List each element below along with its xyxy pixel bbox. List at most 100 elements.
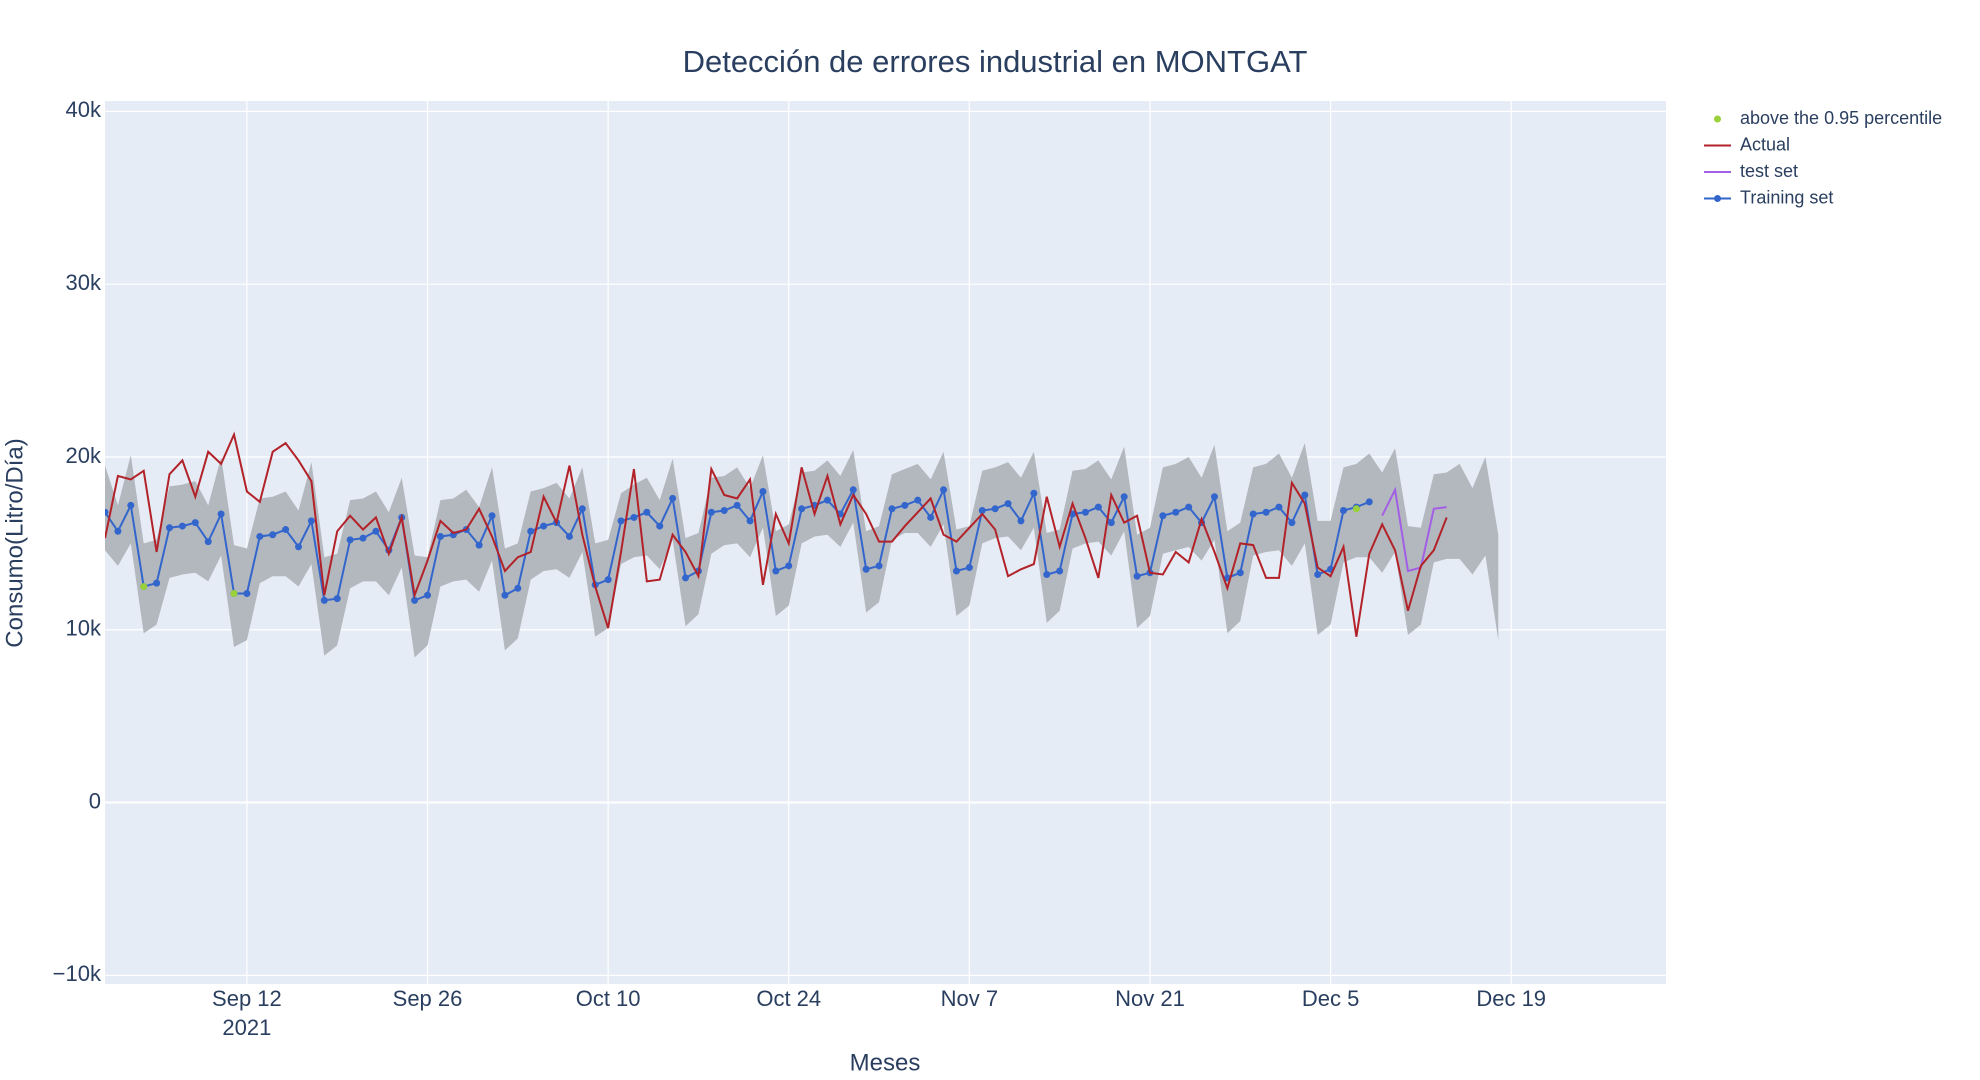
data-point	[540, 522, 548, 530]
data-point	[1210, 493, 1218, 501]
data-point	[359, 534, 367, 542]
data-point	[965, 564, 973, 572]
data-point	[1172, 508, 1180, 516]
plot-area	[105, 431, 1499, 658]
data-point	[733, 501, 741, 509]
data-point	[424, 591, 432, 599]
data-point	[320, 596, 328, 604]
data-point	[630, 513, 638, 521]
data-point	[1185, 503, 1193, 511]
data-point	[785, 562, 793, 570]
legend-label[interactable]: test set	[1740, 161, 1798, 181]
data-point	[1081, 508, 1089, 516]
x-tick-label: Dec 5	[1302, 986, 1359, 1011]
data-point	[114, 527, 122, 535]
legend-item[interactable]: test set	[1704, 161, 1798, 181]
data-point	[501, 591, 509, 599]
legend-item[interactable]: above the 0.95 percentile	[1714, 108, 1942, 128]
data-point	[282, 526, 290, 534]
data-point	[565, 532, 573, 540]
data-point	[849, 486, 857, 494]
data-point	[1056, 567, 1064, 575]
data-point	[140, 583, 148, 591]
data-point	[1030, 489, 1038, 497]
data-point	[1314, 570, 1322, 578]
data-point	[1107, 519, 1115, 527]
x-tick-label: Sep 26	[393, 986, 463, 1011]
x-tick-label: Dec 19	[1476, 986, 1546, 1011]
data-point	[643, 508, 651, 516]
data-point	[1262, 508, 1270, 516]
data-point	[759, 488, 767, 496]
data-point	[436, 532, 444, 540]
data-point	[901, 501, 909, 509]
data-point	[230, 589, 238, 597]
data-point	[153, 579, 161, 587]
data-point	[178, 522, 186, 530]
data-point	[204, 538, 212, 546]
data-point	[1301, 491, 1309, 499]
data-point	[604, 576, 612, 584]
x-axis-title: Meses	[850, 1049, 921, 1076]
data-point	[952, 567, 960, 575]
data-point	[217, 510, 225, 518]
y-axis-title: Consumo(Litro/Día)	[1, 438, 28, 647]
data-point	[940, 486, 948, 494]
x-tick-label: Oct 24	[756, 986, 821, 1011]
data-point	[105, 508, 109, 516]
data-point	[978, 507, 986, 515]
data-point	[346, 536, 354, 544]
data-point	[333, 595, 341, 603]
data-point	[166, 524, 174, 532]
series-line	[1381, 486, 1447, 573]
data-point	[527, 527, 535, 535]
chart-title: Detección de errores industrial en MONTG…	[683, 44, 1308, 79]
data-point	[656, 522, 664, 530]
data-point	[1236, 569, 1244, 577]
data-point	[1365, 498, 1373, 506]
legend-label[interactable]: above the 0.95 percentile	[1740, 108, 1942, 128]
data-point	[1094, 503, 1102, 511]
data-point	[1249, 510, 1257, 518]
data-point	[1288, 519, 1296, 527]
y-tick-label: 40k	[66, 97, 102, 122]
data-point	[514, 584, 522, 592]
data-point	[1275, 503, 1283, 511]
data-point	[1133, 572, 1141, 580]
data-point	[1043, 570, 1051, 578]
x-year-label: 2021	[222, 1015, 271, 1040]
y-tick-label: 0	[89, 788, 101, 813]
data-point	[372, 527, 380, 535]
legend-item[interactable]: Actual	[1704, 134, 1790, 154]
data-point	[875, 562, 883, 570]
series-line	[105, 431, 1448, 637]
y-tick-label: 30k	[66, 270, 102, 295]
data-point	[578, 505, 586, 513]
data-point	[269, 531, 277, 539]
confidence-band	[105, 443, 1499, 658]
legend-marker	[1714, 195, 1721, 202]
data-point	[682, 574, 690, 582]
data-point	[488, 512, 496, 520]
data-point	[772, 567, 780, 575]
legend-item[interactable]: Training set	[1704, 187, 1833, 207]
y-tick-label: 20k	[66, 443, 102, 468]
data-point	[1352, 505, 1360, 513]
legend-label[interactable]: Actual	[1740, 134, 1790, 154]
data-point	[617, 517, 625, 525]
data-point	[1120, 493, 1128, 501]
data-point	[127, 501, 135, 509]
legend-marker	[1714, 115, 1721, 123]
data-point	[746, 517, 754, 525]
data-point	[475, 541, 483, 549]
data-point	[927, 513, 935, 521]
data-point	[307, 517, 315, 525]
data-point	[256, 532, 264, 540]
legend-label[interactable]: Training set	[1740, 187, 1833, 207]
data-point	[191, 519, 199, 527]
data-point	[1159, 512, 1167, 520]
data-point	[669, 494, 677, 502]
data-point	[823, 496, 831, 504]
